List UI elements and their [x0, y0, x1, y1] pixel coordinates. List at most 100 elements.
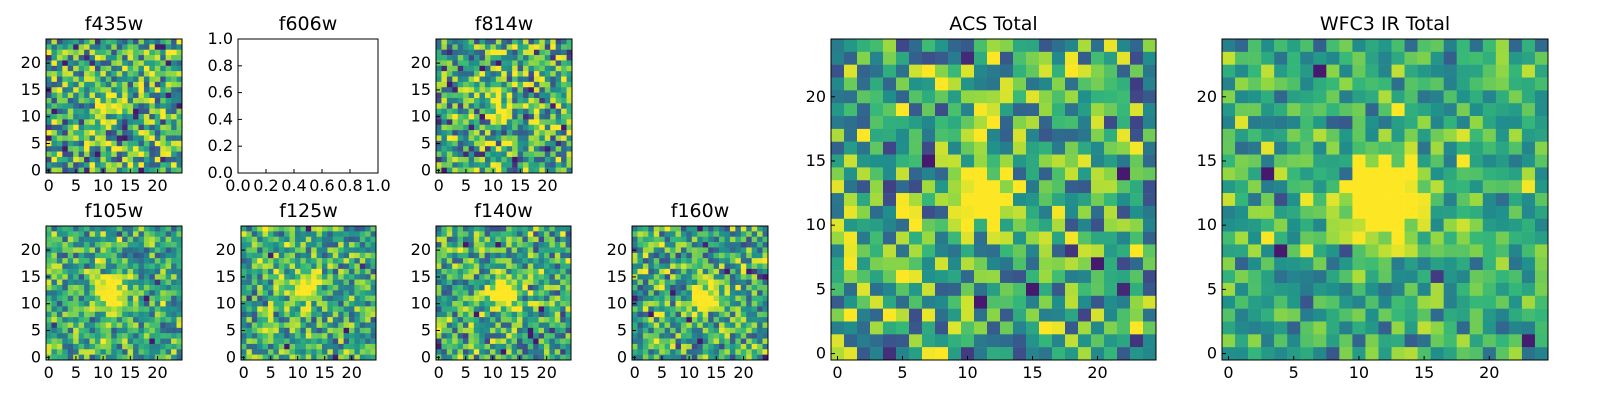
heatmap-cell [122, 263, 128, 270]
heatmap-cell [517, 322, 523, 329]
heatmap-cell [441, 71, 448, 77]
heatmap-cell [67, 135, 74, 142]
heatmap-cell [111, 338, 117, 345]
heatmap-cell [740, 306, 747, 313]
heatmap-cell [278, 268, 285, 275]
heatmap-cell [111, 55, 117, 61]
heatmap-cell [653, 306, 660, 313]
heatmap-cell [686, 242, 693, 248]
heatmap-cell [473, 231, 480, 237]
heatmap-cell [338, 338, 344, 345]
heatmap-cell [463, 81, 469, 88]
heatmap-cell [870, 257, 884, 271]
heatmap-cell [56, 311, 63, 318]
heatmap-cell [289, 338, 296, 345]
heatmap-cell [295, 236, 301, 243]
heatmap-cell [1508, 205, 1523, 220]
heatmap-cell [1365, 244, 1379, 258]
heatmap-cell [1222, 39, 1236, 53]
heatmap-cell [506, 97, 513, 104]
heatmap-cell [479, 247, 485, 254]
heatmap-cell [165, 322, 172, 329]
heatmap-cell [961, 128, 975, 142]
heatmap-cell [149, 103, 156, 109]
heatmap-cell [533, 162, 540, 168]
heatmap-cell [78, 87, 85, 93]
heatmap-cell [257, 226, 263, 232]
heatmap-cell [870, 218, 884, 232]
heatmap-cell [89, 306, 96, 313]
heatmap-cell [735, 317, 742, 323]
heatmap-cell [544, 349, 550, 355]
heatmap-cell [436, 242, 442, 248]
heatmap-cell [659, 349, 665, 355]
heatmap-cell [719, 247, 725, 254]
heatmap-cell [46, 263, 52, 270]
heatmap-cell [1000, 193, 1014, 207]
heatmap-cell [457, 311, 464, 318]
heatmap-cell [133, 295, 139, 302]
heatmap-cell [713, 247, 720, 254]
heatmap-cell [670, 301, 676, 307]
x-tick-label: 0.2 [253, 176, 278, 195]
heatmap-cell [62, 39, 69, 45]
heatmap-cell [62, 295, 69, 302]
heatmap-cell [116, 71, 123, 77]
heatmap-cell [757, 327, 763, 334]
heatmap-cell [473, 242, 480, 248]
heatmap-cell [512, 151, 518, 158]
heatmap-cell [160, 156, 166, 163]
heatmap-cell [463, 114, 469, 120]
heatmap-cell [441, 263, 448, 270]
heatmap-cell [1091, 77, 1105, 91]
heatmap-cell [305, 322, 312, 329]
heatmap-cell [522, 242, 529, 248]
heatmap-cell [566, 151, 573, 158]
heatmap-cell [517, 306, 523, 313]
heatmap-cell [268, 268, 274, 275]
heatmap-cell [746, 322, 752, 329]
heatmap-cell [122, 167, 128, 174]
heatmap-cell [138, 65, 145, 72]
heatmap-cell [370, 242, 377, 248]
heatmap-cell [554, 258, 561, 264]
heatmap-cell [122, 151, 128, 158]
heatmap-cell [935, 77, 949, 91]
heatmap-cell [370, 333, 377, 339]
heatmap-cell [67, 55, 74, 61]
heatmap-cell [935, 218, 949, 232]
heatmap-cell [84, 268, 90, 275]
heatmap-cell [1313, 218, 1327, 232]
heatmap-cell [154, 274, 161, 280]
heatmap-cell [56, 231, 63, 237]
heatmap-cell [896, 334, 910, 348]
panel-title: f606w [279, 13, 338, 35]
heatmap-cell [278, 327, 285, 334]
heatmap-cell [1052, 103, 1066, 117]
heatmap-cell [554, 252, 561, 259]
heatmap-cell [365, 279, 371, 286]
heatmap-cell [122, 338, 128, 345]
heatmap-cell [457, 226, 464, 232]
heatmap-cell [1300, 231, 1314, 245]
heatmap-cell [1117, 141, 1131, 155]
heatmap-cell [691, 268, 698, 275]
heatmap-cell [844, 64, 858, 78]
heatmap-cell [457, 151, 464, 158]
heatmap-cell [89, 295, 96, 302]
heatmap-cell [284, 236, 290, 243]
heatmap-cell [171, 306, 177, 313]
heatmap-cell [896, 90, 910, 104]
heatmap-cell [948, 116, 962, 130]
heatmap-cell [1326, 167, 1340, 181]
heatmap-cell [1104, 321, 1118, 335]
heatmap-cell [160, 317, 166, 323]
heatmap-cell [154, 258, 161, 264]
heatmap-cell [463, 311, 469, 318]
heatmap-cell [289, 263, 296, 270]
heatmap-cell [176, 290, 183, 296]
heatmap-cell [122, 247, 128, 254]
heatmap-cell [138, 338, 145, 345]
heatmap-cell [549, 343, 556, 350]
heatmap-cell [506, 242, 512, 248]
